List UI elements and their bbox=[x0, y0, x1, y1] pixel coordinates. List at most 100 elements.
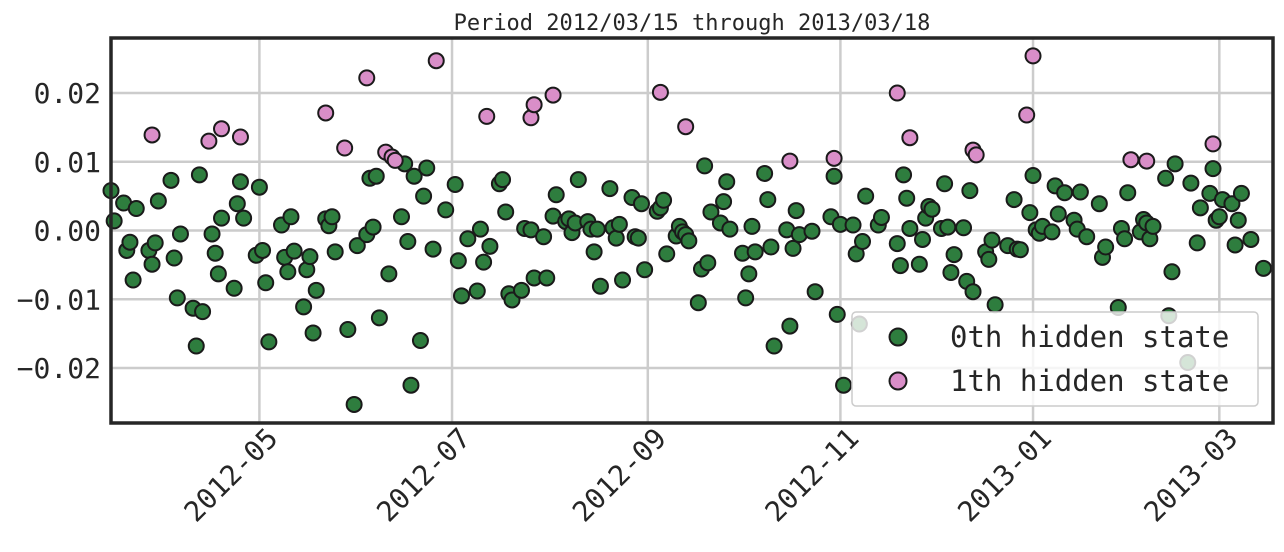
data-point bbox=[301, 248, 319, 266]
data-point bbox=[405, 167, 423, 185]
series-1-markers bbox=[143, 47, 1222, 170]
data-point bbox=[364, 218, 382, 236]
data-point bbox=[345, 395, 363, 413]
data-point bbox=[231, 173, 249, 191]
data-point bbox=[784, 239, 802, 257]
data-point bbox=[399, 233, 417, 250]
data-point bbox=[936, 175, 954, 193]
data-point bbox=[658, 245, 676, 263]
data-point bbox=[636, 261, 654, 279]
data-point bbox=[471, 220, 489, 238]
data-point bbox=[535, 228, 553, 246]
data-point bbox=[459, 230, 477, 248]
data-point bbox=[547, 186, 565, 204]
data-point bbox=[740, 265, 758, 283]
data-point bbox=[825, 149, 843, 167]
data-point bbox=[923, 200, 941, 218]
data-point bbox=[1005, 191, 1023, 209]
legend: 0th hidden state 1th hidden state bbox=[851, 311, 1259, 407]
chart-title: Period 2012/03/15 through 2013/03/18 bbox=[454, 11, 931, 36]
data-point bbox=[787, 202, 805, 220]
data-point bbox=[689, 294, 707, 312]
data-point bbox=[945, 246, 963, 264]
data-point bbox=[380, 265, 398, 283]
data-point bbox=[1049, 205, 1067, 223]
data-point bbox=[844, 216, 862, 234]
data-point bbox=[285, 242, 303, 260]
legend-label-1: 1th hidden state bbox=[950, 364, 1229, 398]
data-point bbox=[986, 296, 1004, 314]
data-point bbox=[699, 254, 717, 272]
data-point bbox=[1191, 199, 1209, 217]
data-point bbox=[213, 209, 231, 227]
data-point bbox=[370, 309, 388, 327]
y-tick-labels: −0.02 −0.01 0.00 0.01 0.02 bbox=[17, 77, 101, 385]
data-point bbox=[206, 244, 224, 262]
data-point bbox=[610, 215, 628, 233]
data-point bbox=[494, 171, 512, 189]
data-point bbox=[525, 96, 543, 114]
data-point bbox=[1182, 174, 1200, 192]
data-point bbox=[418, 159, 436, 177]
data-point bbox=[718, 173, 736, 191]
data-point bbox=[213, 120, 231, 138]
legend-marker-0 bbox=[888, 327, 908, 347]
data-point bbox=[756, 164, 774, 182]
data-point bbox=[980, 250, 998, 268]
data-point bbox=[1188, 234, 1206, 252]
data-point bbox=[326, 243, 344, 261]
data-point bbox=[1056, 184, 1074, 202]
data-point bbox=[209, 265, 227, 283]
data-point bbox=[538, 269, 556, 287]
data-point bbox=[149, 192, 167, 210]
data-point bbox=[1223, 195, 1241, 213]
data-point bbox=[307, 281, 325, 299]
data-point bbox=[901, 129, 919, 147]
legend-label-0: 0th hidden state bbox=[950, 320, 1229, 354]
data-point bbox=[544, 86, 562, 104]
data-point bbox=[806, 283, 824, 301]
data-point bbox=[737, 289, 755, 307]
data-point bbox=[522, 221, 540, 239]
data-point bbox=[143, 126, 161, 144]
data-point bbox=[939, 218, 957, 236]
data-point bbox=[901, 219, 919, 237]
data-point bbox=[358, 69, 376, 87]
data-point bbox=[1204, 160, 1222, 178]
x-tick-labels: 2012-05 2012-07 2012-09 2012-11 2013-01 2013-… bbox=[178, 422, 1245, 529]
y-tick-label: 0.00 bbox=[34, 215, 101, 248]
data-point bbox=[437, 201, 455, 219]
data-point bbox=[171, 225, 189, 243]
data-point bbox=[721, 220, 739, 238]
data-point bbox=[803, 222, 821, 240]
data-point bbox=[1097, 238, 1115, 256]
data-point bbox=[1090, 195, 1108, 213]
data-point bbox=[1232, 184, 1250, 202]
data-point bbox=[367, 167, 385, 185]
data-point bbox=[393, 208, 410, 226]
data-point bbox=[696, 157, 714, 175]
data-point bbox=[651, 83, 669, 101]
data-point bbox=[415, 187, 433, 205]
data-point bbox=[828, 305, 846, 323]
data-point bbox=[339, 321, 357, 338]
y-tick-label: −0.02 bbox=[17, 352, 101, 385]
x-tick-label: 2012-07 bbox=[370, 422, 477, 529]
data-point bbox=[424, 240, 442, 258]
data-point bbox=[1043, 223, 1061, 241]
data-point bbox=[478, 107, 496, 125]
data-point bbox=[888, 235, 906, 253]
data-point bbox=[1163, 263, 1181, 281]
data-point bbox=[914, 230, 932, 248]
data-point bbox=[190, 166, 208, 184]
legend-marker-1 bbox=[888, 371, 908, 391]
plot-frame bbox=[109, 36, 1275, 425]
data-point bbox=[187, 337, 205, 355]
data-point bbox=[591, 277, 609, 295]
data-point bbox=[964, 283, 982, 301]
data-point bbox=[427, 52, 445, 70]
data-point bbox=[1024, 167, 1042, 184]
data-point bbox=[323, 208, 341, 226]
data-point bbox=[124, 271, 142, 289]
data-point bbox=[168, 289, 186, 307]
